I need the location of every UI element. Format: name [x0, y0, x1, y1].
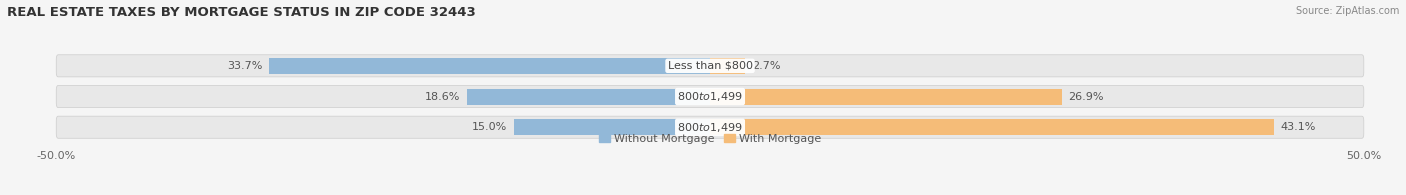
- Bar: [710, 119, 1274, 135]
- FancyBboxPatch shape: [56, 116, 1364, 138]
- FancyBboxPatch shape: [56, 85, 1364, 108]
- Text: Source: ZipAtlas.com: Source: ZipAtlas.com: [1295, 6, 1399, 16]
- Text: 18.6%: 18.6%: [425, 91, 460, 102]
- Bar: [710, 89, 1062, 105]
- Text: $800 to $1,499: $800 to $1,499: [678, 121, 742, 134]
- Text: Less than $800: Less than $800: [668, 61, 752, 71]
- Bar: [710, 58, 745, 74]
- Text: 33.7%: 33.7%: [228, 61, 263, 71]
- Text: $800 to $1,499: $800 to $1,499: [678, 90, 742, 103]
- Text: 15.0%: 15.0%: [472, 122, 508, 132]
- Text: 26.9%: 26.9%: [1069, 91, 1104, 102]
- Bar: [270, 58, 710, 74]
- FancyBboxPatch shape: [56, 55, 1364, 77]
- Bar: [467, 89, 710, 105]
- Text: 2.7%: 2.7%: [752, 61, 780, 71]
- Bar: [515, 119, 710, 135]
- Text: REAL ESTATE TAXES BY MORTGAGE STATUS IN ZIP CODE 32443: REAL ESTATE TAXES BY MORTGAGE STATUS IN …: [7, 6, 475, 19]
- Text: 43.1%: 43.1%: [1279, 122, 1316, 132]
- Legend: Without Mortgage, With Mortgage: Without Mortgage, With Mortgage: [595, 130, 825, 149]
